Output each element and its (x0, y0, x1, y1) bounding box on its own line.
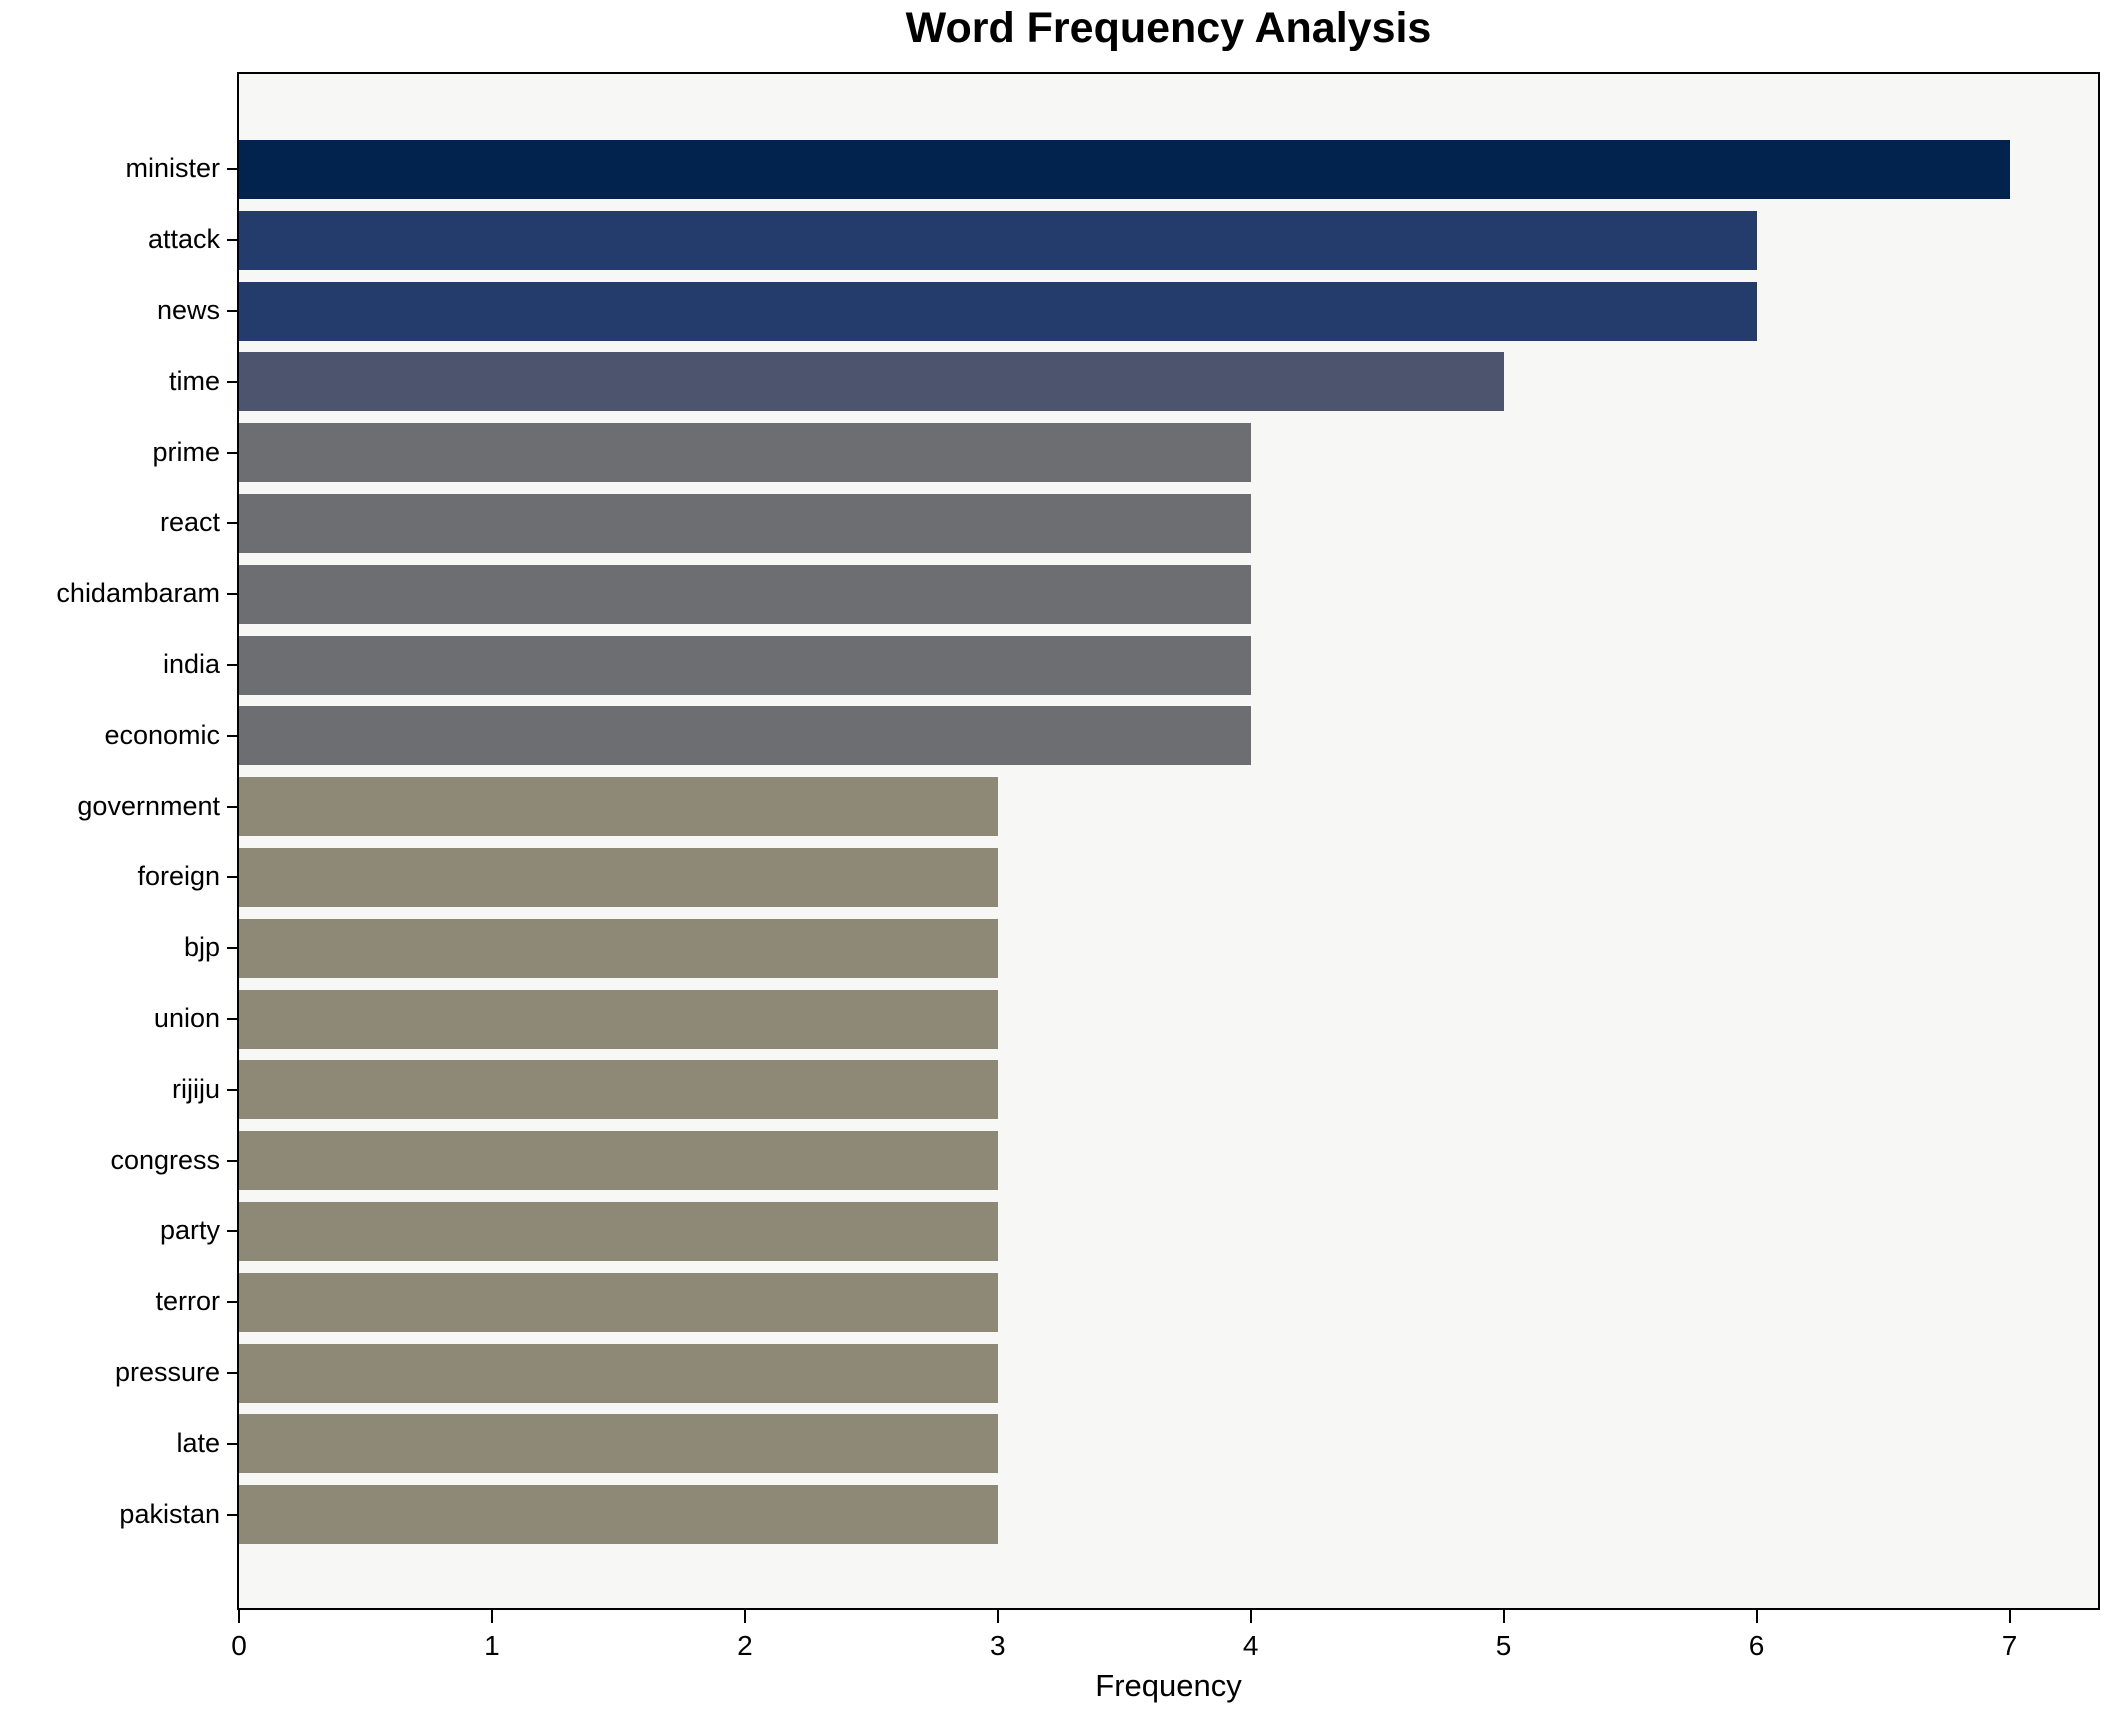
y-tick-mark-pressure (227, 1372, 237, 1374)
x-tick-mark-3 (996, 1610, 999, 1623)
x-tick-mark-4 (1249, 1610, 1252, 1623)
bar-chidambaram (239, 564, 1251, 624)
y-tick-mark-react (227, 522, 237, 525)
bar-india (239, 635, 1251, 695)
y-tick-mark-time (227, 380, 237, 383)
bar-minister (239, 139, 2010, 199)
y-tick-mark-foreign (227, 876, 237, 879)
chart-title: Word Frequency Analysis (905, 4, 1432, 52)
bar-economic (239, 706, 1251, 766)
y-tick-label-economic: economic (104, 719, 220, 750)
bar-pressure (239, 1343, 998, 1403)
y-tick-mark-news (227, 310, 237, 312)
y-tick-label-rijiju: rijiju (171, 1073, 220, 1104)
bar-attack (239, 210, 1757, 270)
y-tick-label-late: late (176, 1427, 220, 1458)
y-tick-mark-government (227, 805, 237, 808)
bar-union (239, 989, 998, 1049)
y-tick-mark-pakistan (227, 1513, 237, 1516)
y-tick-label-time: time (168, 365, 220, 396)
y-tick-label-chidambaram: chidambaram (56, 578, 220, 609)
y-tick-label-news: news (156, 295, 220, 325)
x-tick-label-4: 4 (1242, 1630, 1259, 1661)
y-tick-label-pakistan: pakistan (119, 1498, 220, 1529)
y-tick-mark-union (227, 1018, 237, 1020)
bar-government (239, 777, 998, 837)
y-tick-label-prime: prime (152, 436, 220, 467)
y-tick-mark-attack (227, 239, 237, 242)
y-tick-label-pressure: pressure (114, 1357, 220, 1387)
y-tick-mark-terror (227, 1301, 237, 1304)
bar-party (239, 1201, 998, 1261)
y-tick-label-government: government (77, 790, 220, 821)
y-tick-label-minister: minister (125, 153, 220, 184)
y-tick-mark-congress (227, 1159, 237, 1162)
bar-bjp (239, 918, 998, 978)
x-tick-mark-2 (743, 1610, 746, 1623)
y-tick-mark-minister (227, 168, 237, 171)
x-tick-label-0: 0 (231, 1630, 247, 1661)
x-tick-mark-1 (490, 1610, 493, 1623)
y-tick-mark-india (227, 664, 237, 666)
bar-react (239, 493, 1251, 553)
plot-area (237, 72, 2100, 1610)
x-tick-mark-6 (1755, 1610, 1758, 1623)
y-tick-mark-rijiju (227, 1088, 237, 1091)
x-tick-label-7: 7 (2001, 1630, 2018, 1661)
bar-congress (239, 1131, 998, 1191)
x-axis-label: Frequency (1095, 1668, 1242, 1703)
bar-late (239, 1414, 998, 1474)
x-tick-label-6: 6 (1748, 1630, 1765, 1661)
y-tick-label-party: party (159, 1215, 220, 1246)
bar-pakistan (239, 1485, 998, 1545)
bar-foreign (239, 847, 998, 907)
y-tick-mark-bjp (227, 947, 237, 950)
y-tick-label-india: india (162, 649, 220, 679)
x-tick-mark-0 (238, 1610, 240, 1623)
y-tick-label-union: union (153, 1003, 220, 1033)
y-tick-label-terror: terror (155, 1286, 220, 1317)
y-tick-label-foreign: foreign (137, 861, 220, 892)
bar-time (239, 352, 1504, 412)
y-tick-mark-late (227, 1442, 237, 1445)
y-tick-mark-party (227, 1230, 237, 1233)
y-tick-mark-prime (227, 451, 237, 454)
x-tick-label-2: 2 (737, 1630, 753, 1661)
y-tick-label-react: react (159, 507, 220, 538)
x-tick-mark-5 (1502, 1610, 1505, 1623)
y-tick-mark-chidambaram (227, 593, 237, 596)
x-tick-label-1: 1 (484, 1630, 500, 1661)
x-tick-label-3: 3 (990, 1630, 1006, 1661)
y-tick-label-bjp: bjp (183, 932, 220, 963)
bar-terror (239, 1272, 998, 1332)
y-tick-label-congress: congress (110, 1144, 220, 1175)
bar-prime (239, 423, 1251, 483)
bar-news (239, 281, 1757, 341)
x-tick-label-5: 5 (1495, 1630, 1512, 1661)
y-tick-label-attack: attack (147, 224, 220, 255)
x-tick-mark-7 (2008, 1610, 2011, 1623)
y-tick-mark-economic (227, 734, 237, 737)
bar-rijiju (239, 1060, 998, 1120)
